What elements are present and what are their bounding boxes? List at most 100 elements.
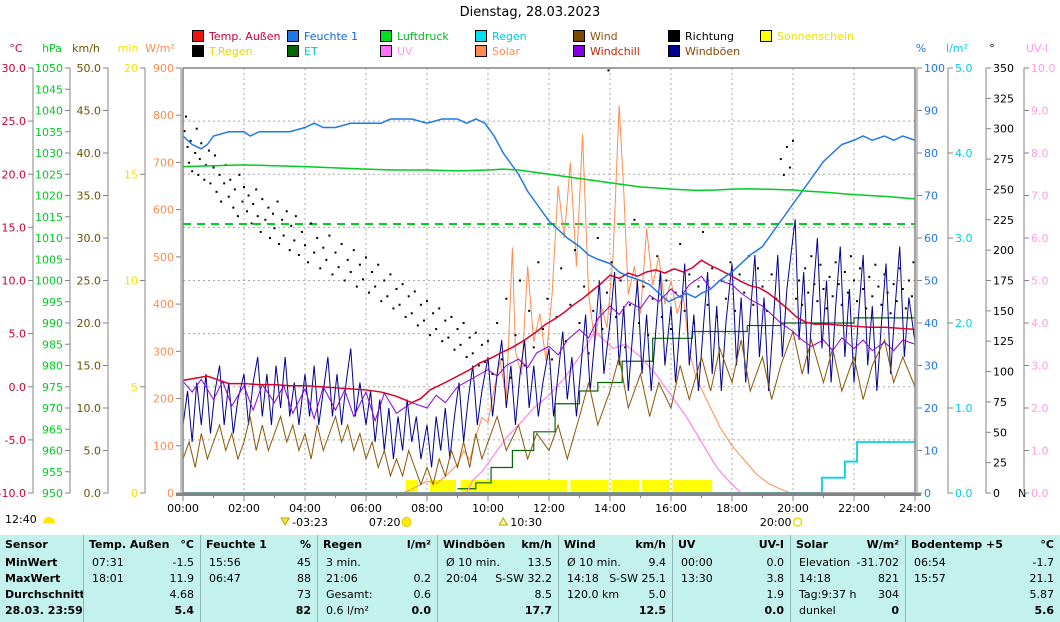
axis-tick-label: 600 xyxy=(153,204,174,217)
series-richtung xyxy=(605,291,608,294)
series-richtung xyxy=(724,297,727,300)
x-tick-label: 22:00 xyxy=(838,502,870,515)
axis-unit-deg: ° xyxy=(989,42,995,55)
sun-open-icon xyxy=(792,517,803,527)
series-richtung xyxy=(587,352,590,355)
axis-tick-label: 0 xyxy=(993,487,1000,500)
series-sonnenschein xyxy=(460,480,568,492)
series-richtung xyxy=(304,244,306,247)
legend-swatch-icon xyxy=(760,30,772,42)
series-richtung xyxy=(413,290,416,293)
series-richtung xyxy=(243,186,245,188)
axis-tick-label: 10.0 xyxy=(77,402,102,415)
series-richtung xyxy=(316,237,319,239)
axis-tick-label: 20.0 xyxy=(77,317,102,330)
series-richtung xyxy=(220,200,223,203)
legend-item-sonnenschein: Sonnenschein xyxy=(760,30,854,43)
series-richtung xyxy=(474,331,477,334)
legend-item-richtung: Richtung xyxy=(668,30,734,43)
x-tick-label: 12:00 xyxy=(533,502,565,515)
stats-value-cell: 0.6 l/m² 0.0 xyxy=(326,603,431,617)
series-sonnenschein xyxy=(611,480,639,492)
series-richtung xyxy=(276,200,279,203)
legend-item-feuchte-1: Feuchte 1 xyxy=(287,30,358,43)
x-tick-label: 18:00 xyxy=(716,502,748,515)
sun-filled-icon xyxy=(401,517,412,527)
series-richtung xyxy=(688,273,691,276)
stats-row-label: Durchschnitt xyxy=(5,587,83,601)
series-richtung xyxy=(615,315,618,318)
legend-label: Solar xyxy=(492,44,521,58)
series-richtung xyxy=(702,230,705,233)
axis-tick-label: 70 xyxy=(924,190,938,203)
series-richtung xyxy=(300,230,303,233)
x-tick-label: 04:00 xyxy=(289,502,321,515)
series-richtung xyxy=(404,315,407,318)
series-richtung xyxy=(331,273,334,276)
series-richtung xyxy=(319,267,322,270)
series-feuchte-1 xyxy=(182,118,916,303)
stats-value-cell: 82 xyxy=(295,603,311,617)
stats-value-cell: 00:00 0.0 xyxy=(681,555,784,569)
series-richtung xyxy=(801,303,804,306)
series-richtung xyxy=(189,139,192,142)
series-richtung xyxy=(782,173,785,176)
series-richtung xyxy=(840,303,843,306)
stats-row-label: MinWert xyxy=(5,555,58,569)
series-windb-en xyxy=(182,219,916,468)
series-richtung xyxy=(537,261,540,264)
series-richtung xyxy=(720,279,723,282)
series-richtung xyxy=(247,194,250,197)
axis-tick-label: 1.0 xyxy=(1031,445,1049,458)
series-richtung xyxy=(392,307,395,310)
stats-header: Temp. Außen °C xyxy=(89,538,194,551)
series-richtung xyxy=(268,237,271,239)
axis-tick-label: 10 xyxy=(924,445,938,458)
stats-col-solar: Solar W/m² Elevation -31.702 14:18 821 Tag:9:3… xyxy=(790,535,905,622)
series-richtung xyxy=(246,210,249,213)
series-richtung xyxy=(195,127,198,130)
axis-tick-label: 0.0 xyxy=(1031,487,1049,500)
series-richtung xyxy=(426,300,428,303)
series-richtung xyxy=(642,285,645,288)
axis-unit-kmh: km/h xyxy=(72,42,100,55)
axis-tick-label: 20 xyxy=(124,62,138,75)
series-richtung xyxy=(883,273,886,276)
series-richtung xyxy=(410,312,413,315)
stats-value-cell: Elevation -31.702 xyxy=(799,555,899,569)
series-richtung xyxy=(670,328,672,331)
axis-tick-label: 275 xyxy=(993,153,1014,166)
legend-swatch-icon xyxy=(192,30,204,42)
x-tick-label: 16:00 xyxy=(655,502,687,515)
series-richtung xyxy=(233,188,236,191)
series-richtung xyxy=(743,291,746,294)
legend-item-solar: Solar xyxy=(475,44,521,58)
series-richtung xyxy=(238,173,241,176)
stats-header: Bodentemp +5 °C xyxy=(911,538,1054,551)
series-richtung xyxy=(483,360,486,363)
series-richtung xyxy=(505,297,508,300)
axis-tick-label: 15 xyxy=(124,168,138,181)
series-richtung xyxy=(343,279,346,282)
stats-value-cell: Ø 10 min. 13.5 xyxy=(446,555,552,569)
axis-tick-label: 0.0 xyxy=(9,381,27,394)
stats-col-sensor: Sensor MinWert MaxWert Durchschnitt 28.03. 2… xyxy=(0,535,83,622)
series-richtung xyxy=(637,322,640,324)
series-luftdruck xyxy=(182,164,916,200)
series-richtung xyxy=(752,303,755,306)
series-richtung xyxy=(560,267,563,270)
axis-tick-label: 25.0 xyxy=(77,275,102,288)
series-richtung xyxy=(398,303,401,306)
series-richtung xyxy=(395,288,398,290)
series-richtung xyxy=(207,149,210,152)
series-richtung xyxy=(198,158,201,161)
axis-unit-uv: UV-I xyxy=(1026,42,1048,55)
axis-tick-label: 35.0 xyxy=(77,190,102,203)
legend-swatch-icon xyxy=(668,30,680,42)
axis-tick-label: 7.0 xyxy=(1031,190,1049,203)
series-richtung xyxy=(624,346,627,349)
series-richtung xyxy=(285,210,288,213)
series-richtung xyxy=(278,243,281,246)
rise-marker-icon xyxy=(498,516,509,526)
series-richtung xyxy=(849,255,852,258)
